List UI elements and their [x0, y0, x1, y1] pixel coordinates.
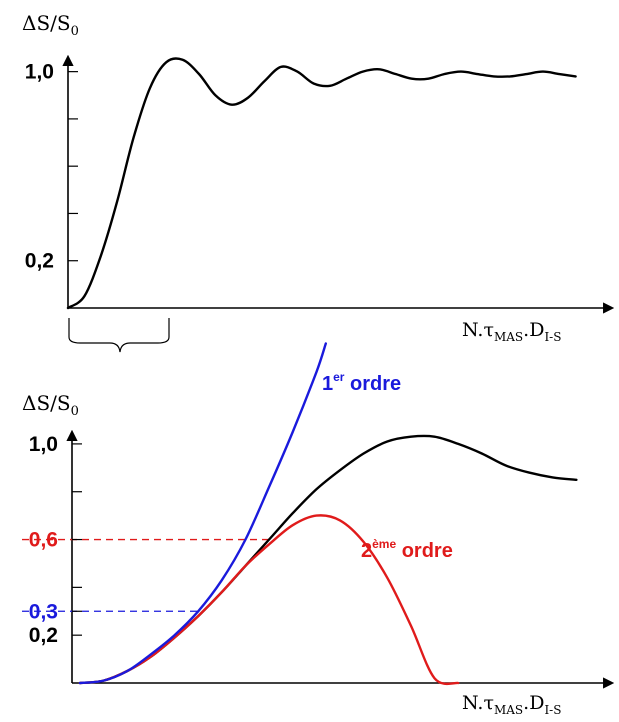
y-tick-label: 1,0 — [29, 433, 58, 456]
y-tick-label: 1,0 — [25, 61, 54, 84]
y-tick-label: 0,3 — [29, 600, 58, 623]
top-y-ticks: 0,2 1,0 — [25, 61, 78, 273]
bottom-y-axis-label: ΔS/S0 — [22, 391, 79, 419]
second-order-label: 2ème ordre — [361, 537, 453, 562]
y-tick-label: 0,2 — [25, 250, 54, 273]
bottom-x-axis-label: N.τMAS.DI-S — [462, 692, 561, 717]
first-order-series-line — [78, 342, 327, 685]
y-tick-label: 0,6 — [29, 529, 58, 552]
top-y-axis-label: ΔS/S0 — [22, 11, 79, 39]
top-chart: ΔS/S0 0,2 1,0 N.τMAS.DI-S — [22, 11, 615, 353]
top-x-axis-label: N.τMAS.DI-S — [462, 319, 561, 344]
y-tick-label: 0,2 — [29, 624, 58, 647]
top-series-line — [66, 57, 577, 310]
bottom-dashed-levels — [22, 538, 275, 612]
brace-annotation — [68, 318, 170, 353]
bottom-chart: ΔS/S0 0,20,3 0,6 1,0 N.τMAS.DI-S 1er ordre… — [22, 342, 615, 717]
second-order-series-line — [78, 514, 460, 686]
black-series-line — [78, 434, 578, 685]
first-order-label: 1er ordre — [322, 370, 401, 395]
bottom-y-ticks: 0,20,3 0,6 1,0 — [29, 433, 82, 647]
